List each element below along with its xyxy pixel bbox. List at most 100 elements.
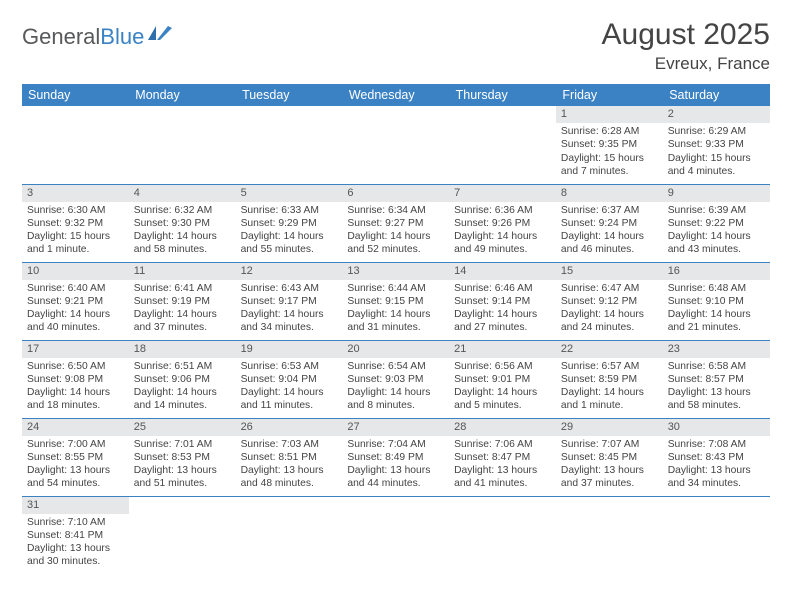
day-number: 25 (129, 419, 236, 436)
calendar-row: 10Sunrise: 6:40 AMSunset: 9:21 PMDayligh… (22, 262, 770, 340)
day-details: Sunrise: 6:44 AMSunset: 9:15 PMDaylight:… (342, 280, 449, 338)
day-number: 31 (22, 497, 129, 514)
day-details: Sunrise: 6:41 AMSunset: 9:19 PMDaylight:… (129, 280, 236, 338)
weekday-header: Saturday (663, 84, 770, 106)
day-details: Sunrise: 6:40 AMSunset: 9:21 PMDaylight:… (22, 280, 129, 338)
calendar-cell: 4Sunrise: 6:32 AMSunset: 9:30 PMDaylight… (129, 184, 236, 262)
day-details: Sunrise: 6:53 AMSunset: 9:04 PMDaylight:… (236, 358, 343, 416)
weekday-header: Monday (129, 84, 236, 106)
day-number: 10 (22, 263, 129, 280)
calendar-cell: 13Sunrise: 6:44 AMSunset: 9:15 PMDayligh… (342, 262, 449, 340)
day-number: 14 (449, 263, 556, 280)
day-number: 19 (236, 341, 343, 358)
calendar-cell: 14Sunrise: 6:46 AMSunset: 9:14 PMDayligh… (449, 262, 556, 340)
logo-flag-icon (148, 24, 174, 50)
day-details: Sunrise: 6:37 AMSunset: 9:24 PMDaylight:… (556, 202, 663, 260)
calendar-cell: 18Sunrise: 6:51 AMSunset: 9:06 PMDayligh… (129, 340, 236, 418)
calendar-cell (129, 106, 236, 184)
calendar-cell (556, 496, 663, 574)
day-number: 5 (236, 185, 343, 202)
day-details: Sunrise: 6:51 AMSunset: 9:06 PMDaylight:… (129, 358, 236, 416)
calendar-cell: 9Sunrise: 6:39 AMSunset: 9:22 PMDaylight… (663, 184, 770, 262)
day-details: Sunrise: 7:08 AMSunset: 8:43 PMDaylight:… (663, 436, 770, 494)
day-details: Sunrise: 6:33 AMSunset: 9:29 PMDaylight:… (236, 202, 343, 260)
calendar-cell: 17Sunrise: 6:50 AMSunset: 9:08 PMDayligh… (22, 340, 129, 418)
calendar-cell: 20Sunrise: 6:54 AMSunset: 9:03 PMDayligh… (342, 340, 449, 418)
calendar-row: 17Sunrise: 6:50 AMSunset: 9:08 PMDayligh… (22, 340, 770, 418)
calendar-cell: 10Sunrise: 6:40 AMSunset: 9:21 PMDayligh… (22, 262, 129, 340)
calendar-cell: 26Sunrise: 7:03 AMSunset: 8:51 PMDayligh… (236, 418, 343, 496)
calendar-cell (663, 496, 770, 574)
month-title: August 2025 (602, 18, 770, 52)
day-details: Sunrise: 6:29 AMSunset: 9:33 PMDaylight:… (663, 123, 770, 181)
day-details: Sunrise: 6:48 AMSunset: 9:10 PMDaylight:… (663, 280, 770, 338)
weekday-header: Tuesday (236, 84, 343, 106)
day-number: 28 (449, 419, 556, 436)
day-details: Sunrise: 6:32 AMSunset: 9:30 PMDaylight:… (129, 202, 236, 260)
title-block: August 2025 Evreux, France (602, 18, 770, 74)
day-number: 7 (449, 185, 556, 202)
calendar-table: SundayMondayTuesdayWednesdayThursdayFrid… (22, 84, 770, 574)
calendar-cell: 22Sunrise: 6:57 AMSunset: 8:59 PMDayligh… (556, 340, 663, 418)
day-number: 21 (449, 341, 556, 358)
calendar-cell: 21Sunrise: 6:56 AMSunset: 9:01 PMDayligh… (449, 340, 556, 418)
day-details: Sunrise: 7:00 AMSunset: 8:55 PMDaylight:… (22, 436, 129, 494)
day-details: Sunrise: 7:01 AMSunset: 8:53 PMDaylight:… (129, 436, 236, 494)
calendar-cell: 3Sunrise: 6:30 AMSunset: 9:32 PMDaylight… (22, 184, 129, 262)
calendar-cell (22, 106, 129, 184)
logo-text-2: Blue (100, 24, 144, 50)
day-details: Sunrise: 6:47 AMSunset: 9:12 PMDaylight:… (556, 280, 663, 338)
weekday-header-row: SundayMondayTuesdayWednesdayThursdayFrid… (22, 84, 770, 106)
calendar-cell: 5Sunrise: 6:33 AMSunset: 9:29 PMDaylight… (236, 184, 343, 262)
day-number: 17 (22, 341, 129, 358)
location: Evreux, France (602, 54, 770, 74)
day-number: 12 (236, 263, 343, 280)
day-number: 18 (129, 341, 236, 358)
calendar-row: 31Sunrise: 7:10 AMSunset: 8:41 PMDayligh… (22, 496, 770, 574)
calendar-cell (236, 496, 343, 574)
calendar-cell: 23Sunrise: 6:58 AMSunset: 8:57 PMDayligh… (663, 340, 770, 418)
day-number: 29 (556, 419, 663, 436)
day-number: 30 (663, 419, 770, 436)
calendar-cell: 15Sunrise: 6:47 AMSunset: 9:12 PMDayligh… (556, 262, 663, 340)
calendar-cell: 28Sunrise: 7:06 AMSunset: 8:47 PMDayligh… (449, 418, 556, 496)
day-details: Sunrise: 6:34 AMSunset: 9:27 PMDaylight:… (342, 202, 449, 260)
calendar-row: 1Sunrise: 6:28 AMSunset: 9:35 PMDaylight… (22, 106, 770, 184)
calendar-cell: 29Sunrise: 7:07 AMSunset: 8:45 PMDayligh… (556, 418, 663, 496)
day-number: 9 (663, 185, 770, 202)
day-details: Sunrise: 6:39 AMSunset: 9:22 PMDaylight:… (663, 202, 770, 260)
day-number: 23 (663, 341, 770, 358)
calendar-cell: 25Sunrise: 7:01 AMSunset: 8:53 PMDayligh… (129, 418, 236, 496)
day-number: 3 (22, 185, 129, 202)
day-details: Sunrise: 6:28 AMSunset: 9:35 PMDaylight:… (556, 123, 663, 181)
day-details: Sunrise: 7:10 AMSunset: 8:41 PMDaylight:… (22, 514, 129, 572)
day-number: 16 (663, 263, 770, 280)
calendar-body: 1Sunrise: 6:28 AMSunset: 9:35 PMDaylight… (22, 106, 770, 574)
day-details: Sunrise: 7:07 AMSunset: 8:45 PMDaylight:… (556, 436, 663, 494)
calendar-cell (236, 106, 343, 184)
day-number: 8 (556, 185, 663, 202)
day-details: Sunrise: 6:58 AMSunset: 8:57 PMDaylight:… (663, 358, 770, 416)
day-number: 11 (129, 263, 236, 280)
weekday-header: Sunday (22, 84, 129, 106)
calendar-cell: 19Sunrise: 6:53 AMSunset: 9:04 PMDayligh… (236, 340, 343, 418)
calendar-cell (449, 106, 556, 184)
day-number: 15 (556, 263, 663, 280)
calendar-cell: 24Sunrise: 7:00 AMSunset: 8:55 PMDayligh… (22, 418, 129, 496)
calendar-cell (342, 106, 449, 184)
weekday-header: Thursday (449, 84, 556, 106)
calendar-cell: 12Sunrise: 6:43 AMSunset: 9:17 PMDayligh… (236, 262, 343, 340)
logo-text-1: General (22, 24, 100, 50)
day-number: 26 (236, 419, 343, 436)
day-number: 1 (556, 106, 663, 123)
calendar-cell: 1Sunrise: 6:28 AMSunset: 9:35 PMDaylight… (556, 106, 663, 184)
calendar-cell (449, 496, 556, 574)
calendar-cell: 31Sunrise: 7:10 AMSunset: 8:41 PMDayligh… (22, 496, 129, 574)
day-number: 4 (129, 185, 236, 202)
day-details: Sunrise: 6:54 AMSunset: 9:03 PMDaylight:… (342, 358, 449, 416)
day-details: Sunrise: 7:03 AMSunset: 8:51 PMDaylight:… (236, 436, 343, 494)
day-number: 2 (663, 106, 770, 123)
day-details: Sunrise: 7:06 AMSunset: 8:47 PMDaylight:… (449, 436, 556, 494)
day-details: Sunrise: 6:46 AMSunset: 9:14 PMDaylight:… (449, 280, 556, 338)
calendar-cell: 16Sunrise: 6:48 AMSunset: 9:10 PMDayligh… (663, 262, 770, 340)
